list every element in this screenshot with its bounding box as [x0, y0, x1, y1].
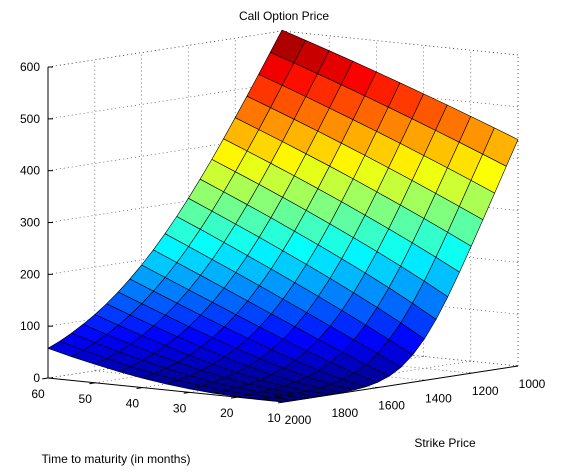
price-tick-label: 200 — [20, 267, 40, 281]
price-tick-label: 300 — [20, 216, 40, 230]
maturity-tick — [136, 387, 143, 389]
maturity-tick-label: 60 — [31, 387, 45, 401]
surface-layer — [47, 29, 519, 403]
maturity-tick — [42, 377, 49, 380]
strike-axis-line — [283, 365, 519, 403]
price-tick-label: 600 — [20, 60, 40, 74]
maturity-tick-label: 10 — [267, 411, 281, 425]
strike-tick-label: 2000 — [285, 413, 312, 427]
price-tick-label: 0 — [33, 371, 40, 385]
maturity-tick — [89, 382, 96, 385]
strike-tick-label: 1000 — [519, 377, 546, 391]
strike-tick-label: 1800 — [331, 406, 358, 420]
price-gridline — [47, 30, 283, 68]
box-top-edge — [47, 30, 283, 68]
strike-tick-label: 1400 — [425, 391, 452, 405]
maturity-tick — [183, 391, 190, 394]
chart-title: Call Option Price — [239, 9, 329, 23]
maturity-tick — [230, 396, 237, 399]
x-axis-label: Strike Price — [414, 436, 476, 450]
maturity-tick-label: 50 — [79, 392, 93, 406]
axis-layer: 0 100 200 300 400 500 600 10 20 30 40 50 60 1000 1200 1… — [20, 60, 546, 427]
price-tick-label: 400 — [20, 164, 40, 178]
y-axis-label: Time to maturity (in months) — [42, 452, 191, 466]
price-tick-label: 100 — [20, 319, 40, 333]
maturity-tick-label: 40 — [126, 397, 140, 411]
maturity-axis-line — [47, 377, 285, 403]
price-tick-label: 500 — [20, 112, 40, 126]
maturity-tick-label: 30 — [173, 401, 187, 415]
strike-tick-label: 1200 — [472, 384, 499, 398]
maturity-tick-label: 20 — [220, 406, 234, 420]
strike-tick-label: 1600 — [378, 399, 405, 413]
